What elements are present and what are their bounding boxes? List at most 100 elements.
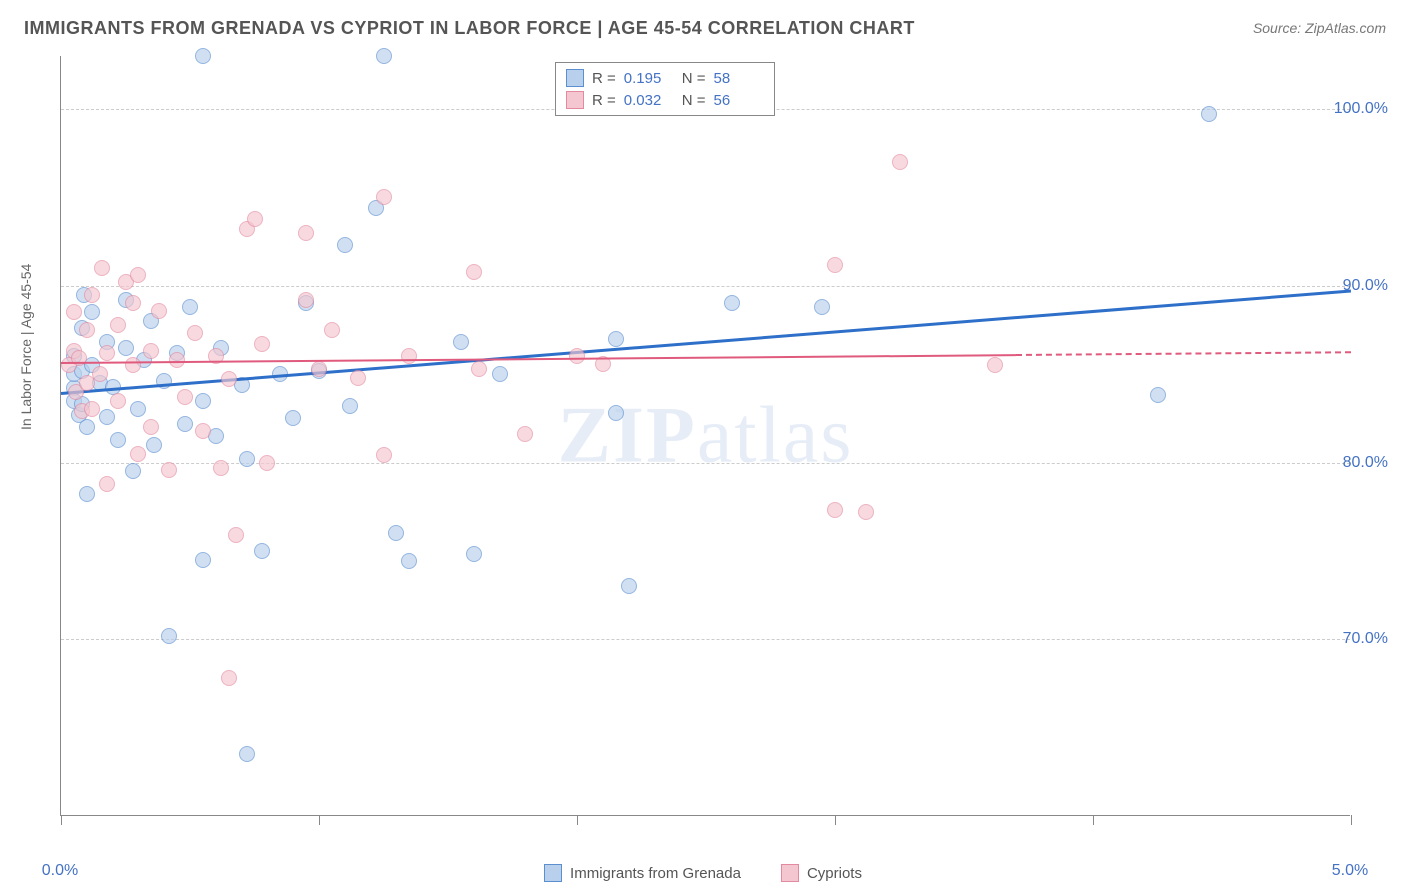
data-point <box>858 504 874 520</box>
legend-swatch <box>544 864 562 882</box>
data-point <box>143 419 159 435</box>
data-point <box>110 432 126 448</box>
gridline <box>61 286 1350 287</box>
y-axis-label: In Labor Force | Age 45-54 <box>18 264 34 430</box>
data-point <box>143 343 159 359</box>
data-point <box>161 462 177 478</box>
data-point <box>608 331 624 347</box>
legend-n-value: 56 <box>714 92 764 109</box>
data-point <box>827 257 843 273</box>
legend-item: Immigrants from Grenada <box>544 864 741 882</box>
data-point <box>110 317 126 333</box>
data-point <box>94 260 110 276</box>
data-point <box>151 303 167 319</box>
data-point <box>228 527 244 543</box>
data-point <box>84 287 100 303</box>
data-point <box>376 189 392 205</box>
data-point <box>569 348 585 364</box>
x-tick-label: 0.0% <box>42 862 78 880</box>
data-point <box>350 370 366 386</box>
data-point <box>161 628 177 644</box>
data-point <box>195 552 211 568</box>
data-point <box>118 340 134 356</box>
data-point <box>254 336 270 352</box>
data-point <box>195 423 211 439</box>
data-point <box>99 345 115 361</box>
x-tick <box>319 815 320 825</box>
data-point <box>987 357 1003 373</box>
data-point <box>99 409 115 425</box>
data-point <box>466 264 482 280</box>
data-point <box>146 437 162 453</box>
data-point <box>79 419 95 435</box>
legend-r-value: 0.195 <box>624 70 674 87</box>
data-point <box>608 405 624 421</box>
data-point <box>517 426 533 442</box>
data-point <box>125 295 141 311</box>
y-tick-label: 100.0% <box>1334 100 1388 118</box>
data-point <box>453 334 469 350</box>
data-point <box>84 401 100 417</box>
data-point <box>187 325 203 341</box>
data-point <box>130 446 146 462</box>
legend-label: Cypriots <box>807 865 862 882</box>
data-point <box>401 553 417 569</box>
data-point <box>221 371 237 387</box>
data-point <box>79 322 95 338</box>
source-label: Source: ZipAtlas.com <box>1253 20 1386 36</box>
legend-correlation: R =0.195N =58R =0.032N =56 <box>555 62 775 116</box>
data-point <box>492 366 508 382</box>
data-point <box>254 543 270 559</box>
data-point <box>814 299 830 315</box>
gridline <box>61 463 1350 464</box>
x-tick <box>61 815 62 825</box>
y-tick-label: 70.0% <box>1343 630 1388 648</box>
gridline <box>61 639 1350 640</box>
legend-n-label: N = <box>682 70 706 87</box>
legend-n-value: 58 <box>714 70 764 87</box>
data-point <box>195 48 211 64</box>
data-point <box>376 48 392 64</box>
legend-swatch <box>566 91 584 109</box>
legend-r-value: 0.032 <box>624 92 674 109</box>
x-tick <box>1093 815 1094 825</box>
data-point <box>285 410 301 426</box>
data-point <box>298 292 314 308</box>
data-point <box>130 401 146 417</box>
x-tick <box>835 815 836 825</box>
x-tick <box>577 815 578 825</box>
chart-container: { "title": "IMMIGRANTS FROM GRENADA VS C… <box>0 0 1406 892</box>
data-point <box>324 322 340 338</box>
data-point <box>342 398 358 414</box>
data-point <box>130 267 146 283</box>
trend-line-extrapolated <box>1016 351 1351 356</box>
plot-area: ZIPatlas <box>60 56 1350 816</box>
data-point <box>401 348 417 364</box>
data-point <box>66 304 82 320</box>
data-point <box>892 154 908 170</box>
data-point <box>84 304 100 320</box>
data-point <box>110 393 126 409</box>
data-point <box>298 225 314 241</box>
legend-label: Immigrants from Grenada <box>570 865 741 882</box>
data-point <box>92 366 108 382</box>
legend-row: R =0.032N =56 <box>566 89 764 111</box>
legend-swatch <box>566 69 584 87</box>
data-point <box>213 460 229 476</box>
watermark: ZIPatlas <box>558 390 854 481</box>
data-point <box>471 361 487 377</box>
data-point <box>337 237 353 253</box>
data-point <box>724 295 740 311</box>
legend-row: R =0.195N =58 <box>566 67 764 89</box>
data-point <box>125 463 141 479</box>
watermark-zip: ZIP <box>558 391 697 479</box>
data-point <box>259 455 275 471</box>
watermark-atlas: atlas <box>697 391 854 479</box>
data-point <box>177 389 193 405</box>
y-tick-label: 90.0% <box>1343 277 1388 295</box>
legend-r-label: R = <box>592 92 616 109</box>
data-point <box>311 361 327 377</box>
data-point <box>1150 387 1166 403</box>
data-point <box>827 502 843 518</box>
data-point <box>239 746 255 762</box>
